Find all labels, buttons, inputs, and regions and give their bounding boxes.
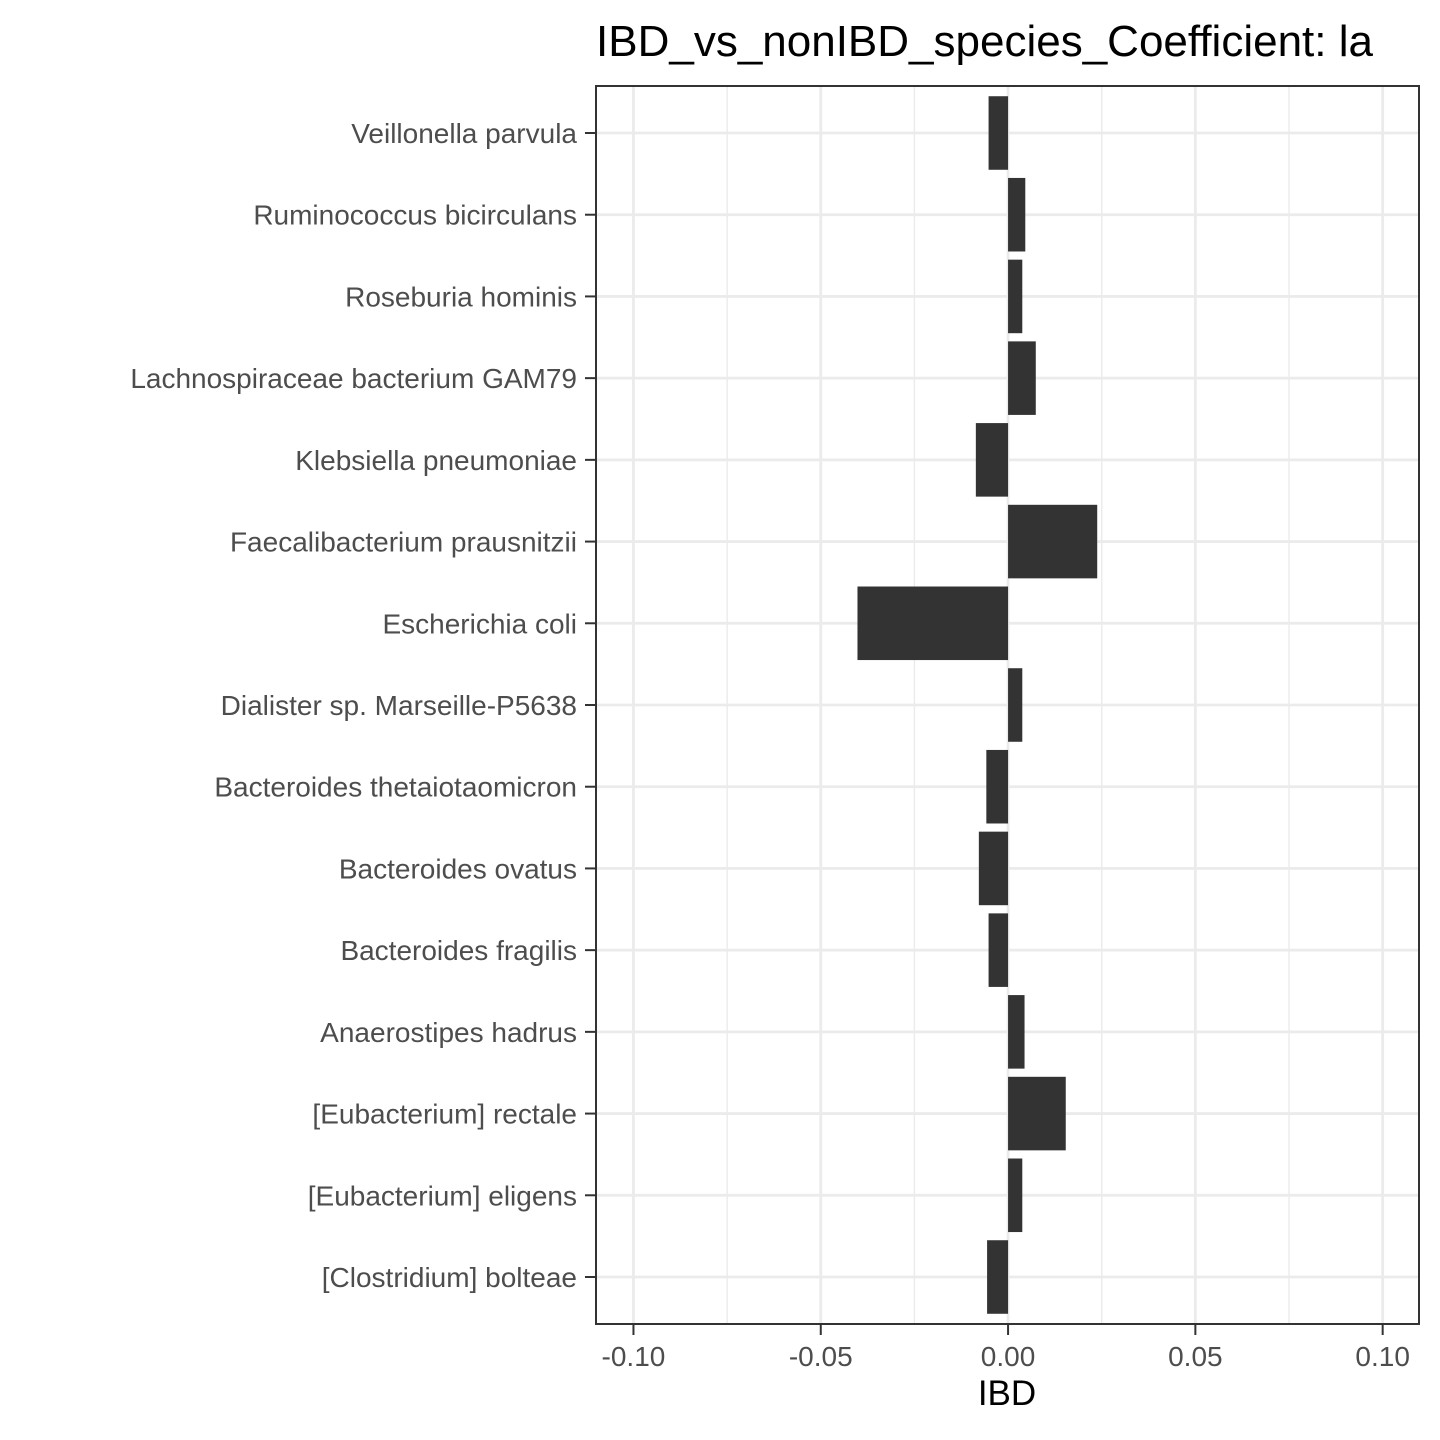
y-tick-label: Anaerostipes hadrus xyxy=(320,1017,577,1048)
y-tick-label: Klebsiella pneumoniae xyxy=(295,445,577,476)
bar xyxy=(988,913,1009,987)
bar xyxy=(857,586,1009,661)
y-tick-label: Ruminococcus bicirculans xyxy=(253,200,577,231)
x-axis: -0.10 -0.05 0.00 0.05 0.10 xyxy=(602,1324,1410,1372)
y-tick-label: [Eubacterium] rectale xyxy=(312,1099,577,1130)
bar xyxy=(1008,259,1023,334)
y-axis: Veillonella parvula Ruminococcus bicircul… xyxy=(130,118,596,1293)
x-tick-label: -0.05 xyxy=(789,1341,853,1372)
x-tick-label: 0.00 xyxy=(981,1341,1036,1372)
bar xyxy=(978,831,1009,906)
y-tick-label: Bacteroides thetaiotaomicron xyxy=(214,772,577,803)
y-tick-label: [Eubacterium] eligens xyxy=(308,1180,577,1211)
bars xyxy=(857,96,1098,1314)
y-tick-label: Escherichia coli xyxy=(382,608,577,639)
bar xyxy=(1008,995,1025,1069)
y-tick-label: [Clostridium] bolteae xyxy=(322,1262,577,1293)
y-tick-label: Lachnospiraceae bacterium GAM79 xyxy=(130,363,577,394)
bar xyxy=(988,96,1009,170)
bar xyxy=(1008,1158,1023,1233)
bar xyxy=(1008,1076,1066,1151)
y-tick-label: Veillonella parvula xyxy=(351,118,577,149)
y-tick-label: Roseburia hominis xyxy=(345,281,577,312)
bar xyxy=(1008,177,1026,252)
y-tick-label: Bacteroides ovatus xyxy=(339,853,577,884)
x-tick-label: 0.10 xyxy=(1355,1341,1410,1372)
bar xyxy=(1008,341,1036,415)
y-tick-label: Faecalibacterium prausnitzii xyxy=(230,527,577,558)
y-tick-label: Bacteroides fragilis xyxy=(340,935,577,966)
bar xyxy=(1008,504,1098,579)
chart-title: IBD_vs_nonIBD_species_Coefficient: la xyxy=(596,17,1373,66)
bar xyxy=(975,423,1009,497)
x-tick-label: -0.10 xyxy=(602,1341,666,1372)
x-tick-label: 0.05 xyxy=(1168,1341,1223,1372)
grid xyxy=(596,86,1419,1324)
y-tick-label: Dialister sp. Marseille-P5638 xyxy=(221,690,577,721)
bar xyxy=(986,749,1009,824)
bar xyxy=(987,1240,1009,1314)
bar xyxy=(1008,668,1023,742)
x-axis-label: IBD xyxy=(978,1374,1036,1413)
